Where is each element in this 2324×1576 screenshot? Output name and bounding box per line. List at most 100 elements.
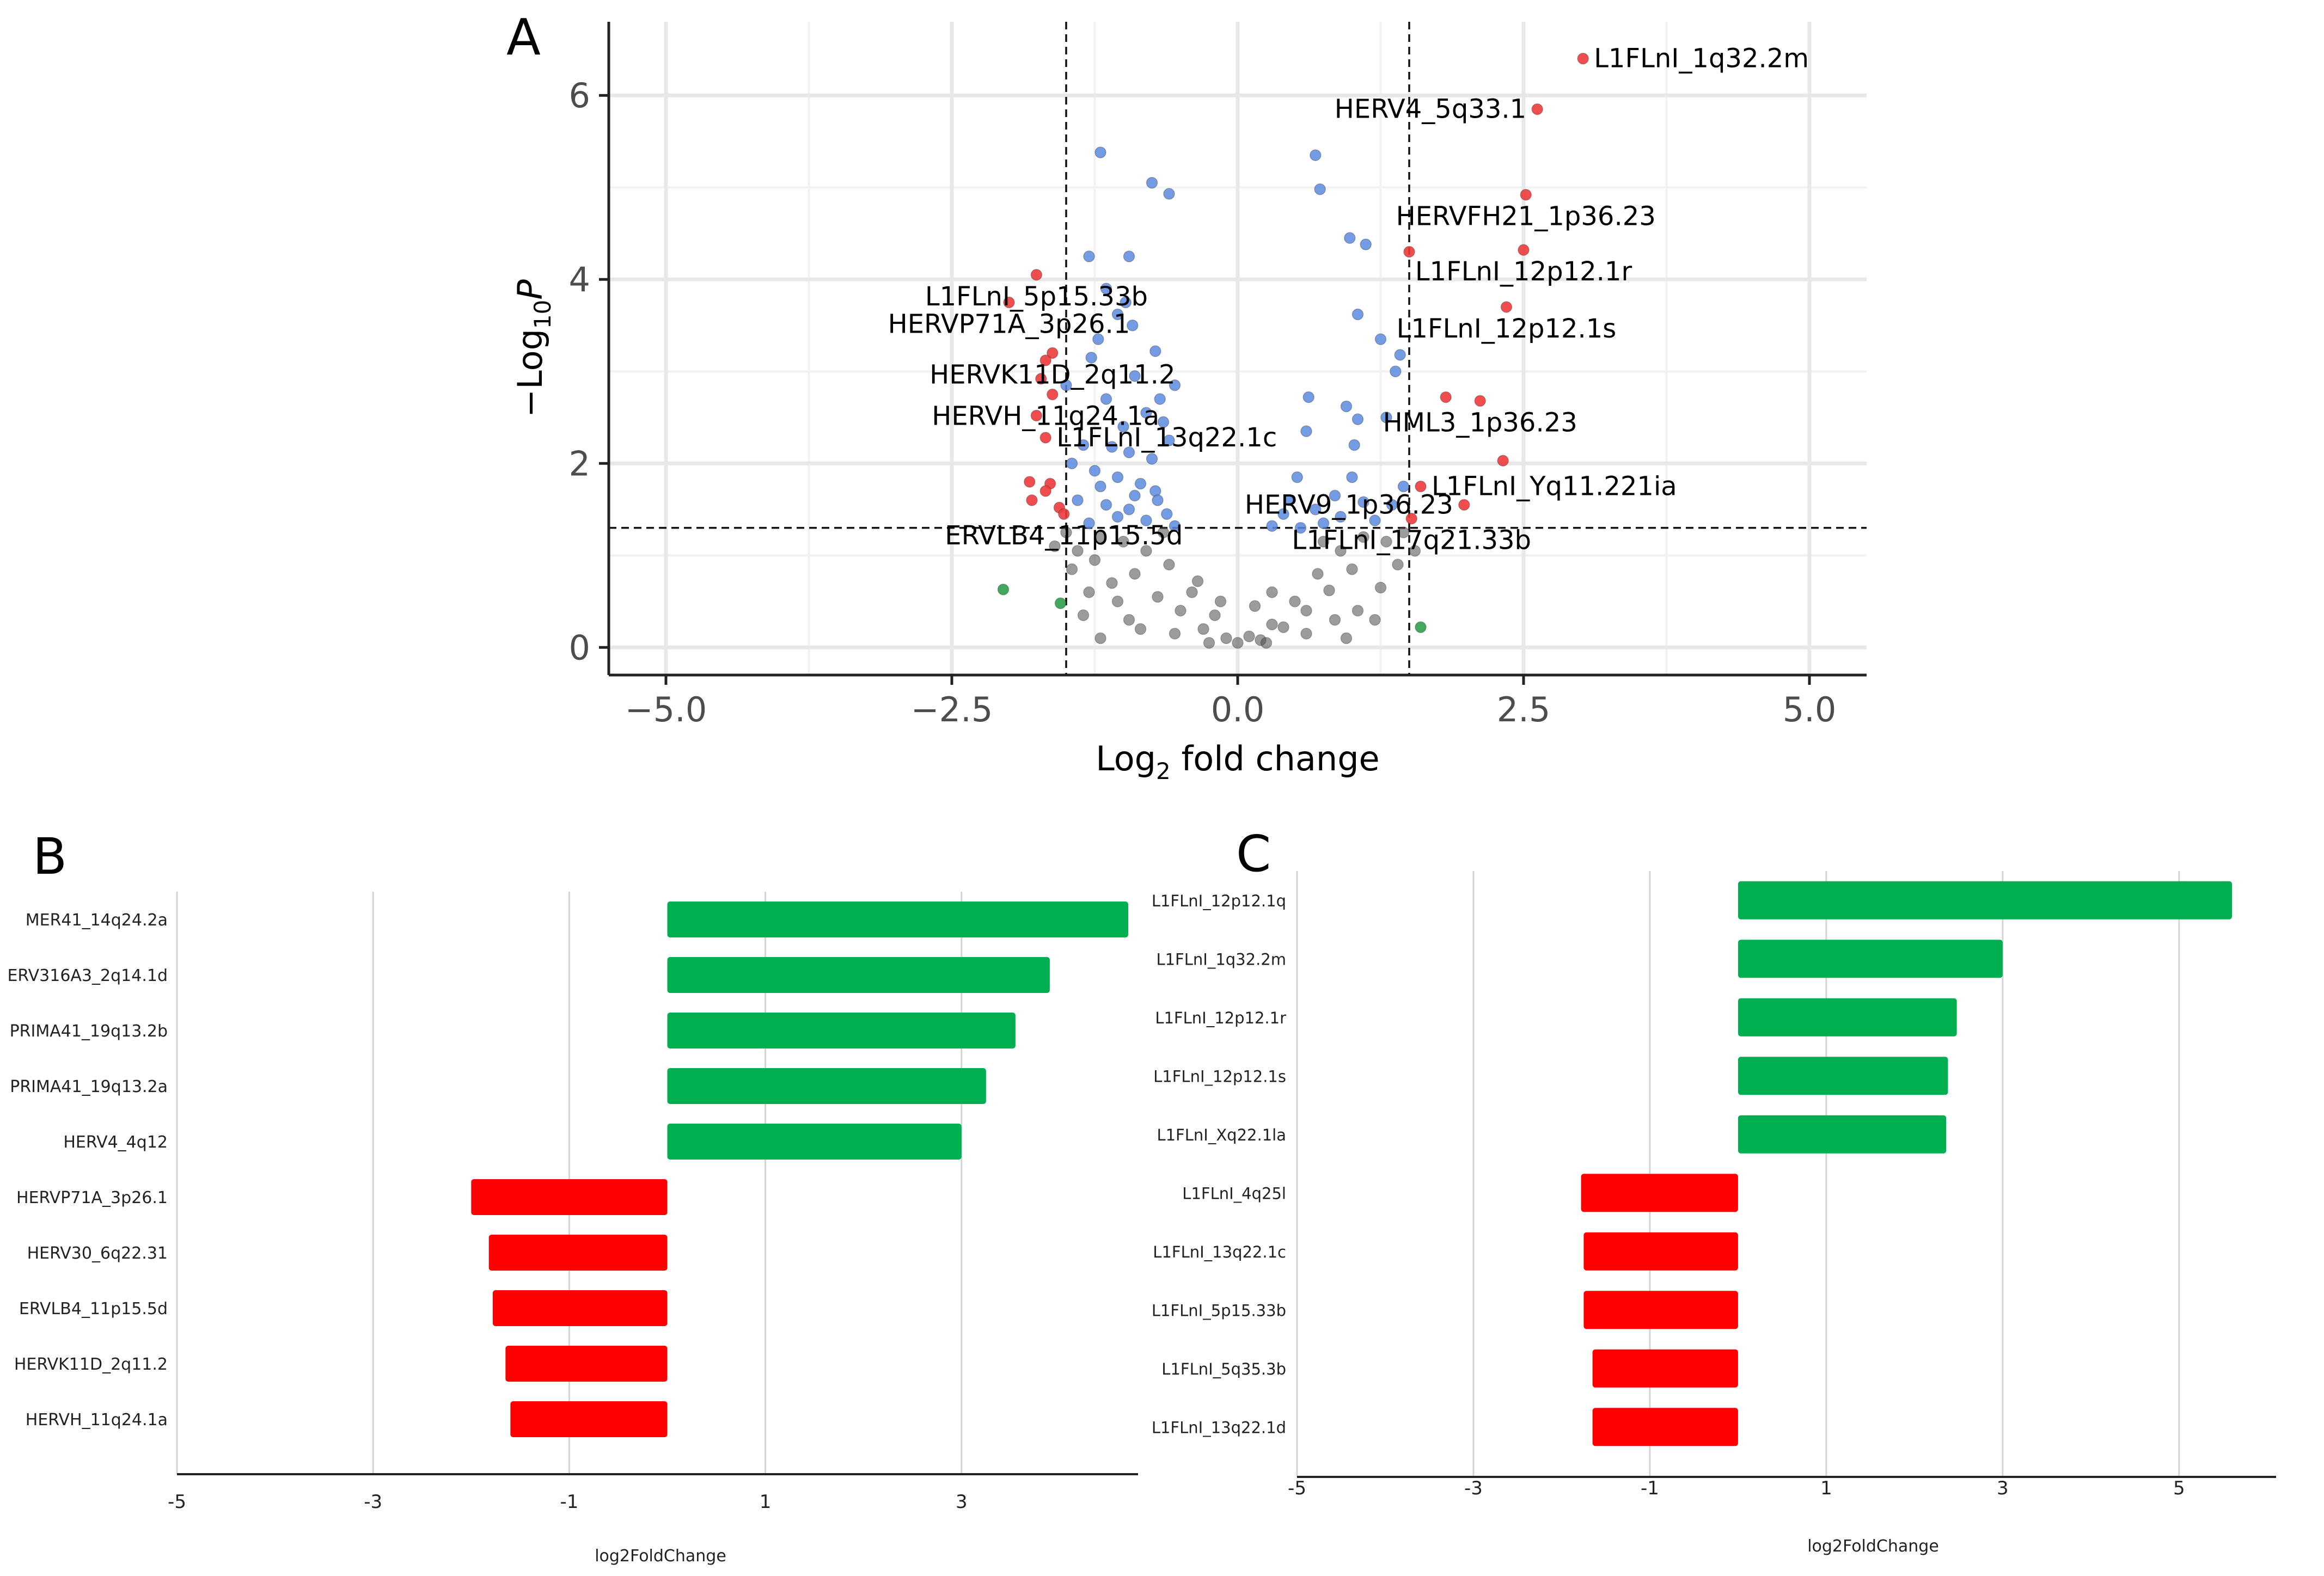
p-value-point [1346,471,1358,483]
bar [1581,1174,1738,1212]
p-value-point [1129,370,1141,382]
ns-point [1140,545,1152,557]
bar-x-tick-label: -5 [168,1491,186,1513]
point-label: L1FLnI_12p12.1s [1397,314,1617,344]
volcano-y-tick-label: 2 [569,444,590,483]
significant-point [1440,391,1452,403]
bar-x-tick-label: -3 [364,1491,382,1513]
ns-point [1409,545,1421,557]
p-value-point [1083,250,1095,262]
p-value-point [1077,439,1090,451]
significant-point [1474,395,1486,407]
bar-x-tick-label: 3 [956,1491,968,1513]
ns-point [1312,568,1324,580]
ns-point [1117,536,1129,548]
bar-panel-b: B MER41_14q24.2a ERV316A3_2q14.1d PRIMA41_… [7,827,1138,1566]
p-value-point [1357,496,1369,508]
bar [667,1013,1016,1048]
point-label: L1FLnI_Yq11.221ia [1432,471,1677,502]
bar-category-label: HERVP71A_3p26.1 [16,1188,168,1207]
p-value-point [1335,511,1347,523]
fold-change-point [1415,621,1427,633]
bar-x-tick-label: -5 [1288,1477,1306,1499]
significant-point [1415,480,1427,493]
ns-point [1260,637,1273,649]
bar-category-label: L1FLnI_13q22.1d [1152,1418,1286,1437]
bar-category-label: L1FLnI_13q22.1c [1153,1243,1286,1261]
ns-point [1094,531,1106,543]
p-value-point [1386,499,1398,511]
bar [1583,1291,1738,1329]
ns-point [1175,604,1187,617]
bar [1738,881,2233,919]
p-value-point [1163,188,1175,200]
bar [1738,1115,1947,1154]
volcano-x-tick-label: 0.0 [1211,690,1265,729]
significant-point [1047,347,1059,359]
point-label: L1FLnI_17q21.33b [1292,525,1531,556]
bar-category-label: HERVK11D_2q11.2 [14,1355,168,1374]
p-value-point [1111,471,1124,483]
ns-point [1088,554,1101,566]
p-value-point [1140,407,1152,419]
ns-point [1357,531,1369,543]
point-label: HERV4_5q33.1 [1335,94,1526,125]
ns-point [1392,559,1404,571]
p-value-point [1360,238,1372,250]
significant-point [1577,52,1589,65]
point-label: HERVFH21_1p36.23 [1396,201,1656,232]
p-value-point [1329,489,1341,502]
p-value-point [1300,425,1312,437]
point-label: HERVK11D_2q11.2 [929,359,1175,390]
p-value-point [1394,349,1406,361]
panel-label-b: B [33,827,67,886]
p-value-point [1146,453,1158,465]
ns-point [1083,586,1095,598]
bar-category-label: ERVLB4_11p15.5d [19,1299,168,1319]
volcano-point-labels: L1FLnI_1q32.2m HERV4_5q33.1 HERVFH21_1p36.… [888,44,1809,556]
volcano-x-tick-label: −5.0 [625,690,707,729]
ns-point [1060,526,1072,538]
bar [1738,998,1957,1037]
bar [667,957,1050,993]
bar-category-label: L1FLnI_Xq22.1la [1157,1126,1286,1144]
p-value-point [1092,333,1104,345]
ns-point [1072,545,1084,557]
significant-point [1403,246,1415,258]
bar-category-label: HERVH_11q24.1a [26,1411,168,1430]
significant-point [1047,388,1059,401]
bar [1592,1349,1738,1388]
volcano-threshold-lines [609,22,1867,675]
volcano-points [997,52,1589,649]
bar-x-tick-label: -1 [560,1491,578,1513]
significant-point [1405,512,1417,525]
p-value-point [1100,499,1112,511]
ns-point [1369,614,1381,626]
p-value-point [1149,345,1161,357]
ns-point [1323,584,1335,597]
bar-x-tick-label: 5 [2173,1477,2185,1499]
significant-point [1500,301,1513,313]
ns-point [1249,600,1261,612]
ns-point [1197,623,1209,635]
bar-x-axis-label: log2FoldChange [595,1547,726,1566]
bar-x-tick-label: -1 [1641,1477,1659,1499]
significant-point [1520,188,1532,201]
bar [1583,1232,1738,1271]
point-label: L1FLnI_13q22.1c [1056,422,1277,453]
bar-category-label: L1FLnI_4q25l [1182,1184,1286,1203]
ns-point [1191,575,1204,587]
p-value-point [1161,508,1173,520]
point-label: HERV9_1p36.23 [1245,489,1453,520]
ns-point [1380,536,1392,548]
p-value-point [1072,494,1084,506]
p-value-point [1117,420,1129,433]
p-value-point [1085,352,1097,364]
ns-point [1134,623,1147,635]
p-value-point [1390,365,1402,378]
p-value-point [1088,465,1101,477]
bar [510,1401,668,1437]
p-value-point [1351,308,1364,321]
ns-point [1123,614,1135,626]
